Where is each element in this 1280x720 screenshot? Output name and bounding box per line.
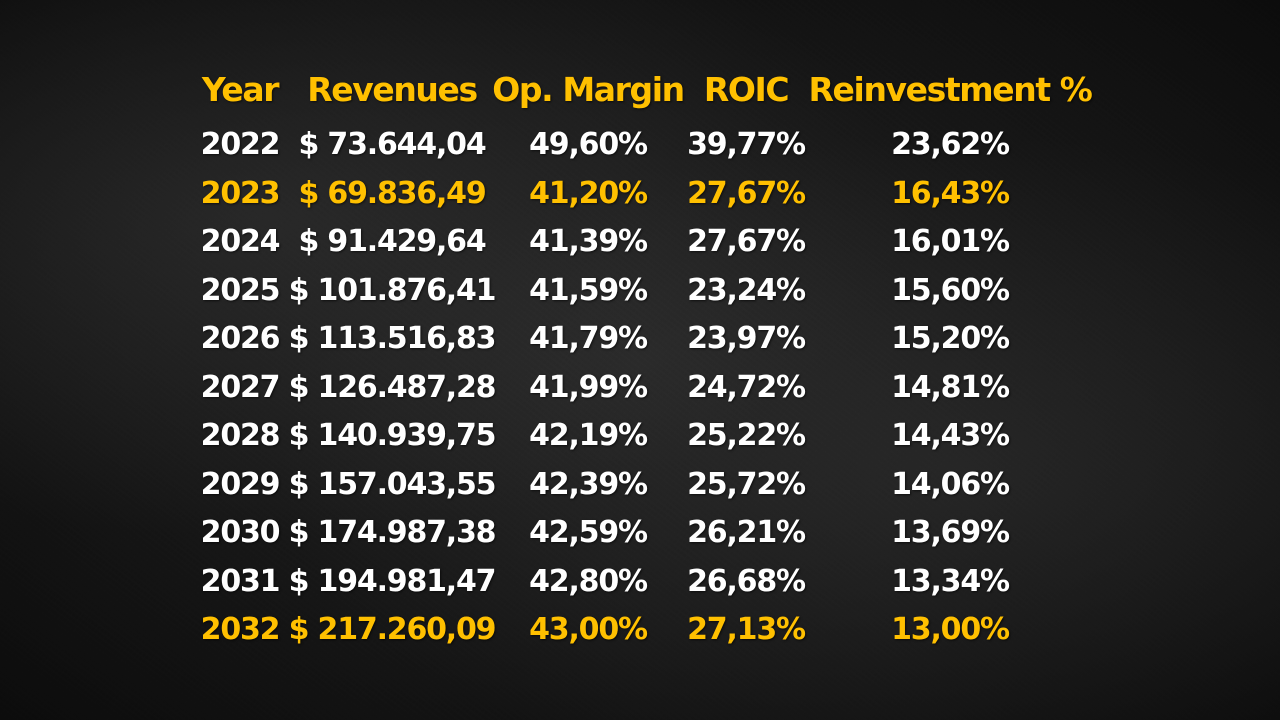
cell-year-2032: 2032 (200, 612, 281, 647)
cell-roic-2024: 27,67% (687, 224, 806, 259)
cell-op-margin-2022: 49,60% (529, 127, 648, 162)
cell-op-margin-2024: 41,39% (529, 224, 648, 259)
cell-op-margin-2031: 42,80% (529, 564, 648, 599)
cell-roic-2029: 25,72% (687, 467, 806, 502)
cell-reinvestment-2022: 23,62% (891, 127, 1010, 162)
cell-roic-2030: 26,21% (687, 515, 806, 550)
cell-op-margin-2026: 41,79% (529, 321, 648, 356)
cell-reinvestment-2032: 13,00% (891, 612, 1010, 647)
cell-year-2023: 2023 (200, 176, 281, 211)
header-op-margin: Op. Margin (492, 70, 685, 109)
cell-op-margin-2028: 42,19% (529, 418, 648, 453)
header-roic: ROIC (703, 70, 790, 109)
cell-reinvestment-2023: 16,43% (891, 176, 1010, 211)
cell-roic-2031: 26,68% (687, 564, 806, 599)
cell-op-margin-2030: 42,59% (529, 515, 648, 550)
cell-reinvestment-2027: 14,81% (891, 370, 1010, 405)
cell-revenues-2031: $ 194.981,47 (288, 564, 497, 599)
cell-roic-2025: 23,24% (687, 273, 806, 308)
cell-roic-2028: 25,22% (687, 418, 806, 453)
cell-reinvestment-2028: 14,43% (891, 418, 1010, 453)
cell-op-margin-2029: 42,39% (529, 467, 648, 502)
cell-year-2025: 2025 (200, 273, 281, 308)
cell-op-margin-2023: 41,20% (529, 176, 648, 211)
cell-reinvestment-2025: 15,60% (891, 273, 1010, 308)
header-revenues: Revenues (307, 70, 478, 109)
cell-revenues-2024: $ 91.429,64 (298, 224, 486, 259)
cell-roic-2027: 24,72% (687, 370, 806, 405)
cell-reinvestment-2026: 15,20% (891, 321, 1010, 356)
cell-year-2031: 2031 (200, 564, 281, 599)
header-year: Year (201, 70, 280, 109)
cell-op-margin-2025: 41,59% (529, 273, 648, 308)
cell-revenues-2032: $ 217.260,09 (288, 612, 497, 647)
cell-roic-2032: 27,13% (687, 612, 806, 647)
cell-revenues-2026: $ 113.516,83 (288, 321, 497, 356)
cell-reinvestment-2024: 16,01% (891, 224, 1010, 259)
cell-reinvestment-2029: 14,06% (891, 467, 1010, 502)
cell-op-margin-2032: 43,00% (529, 612, 648, 647)
cell-revenues-2029: $ 157.043,55 (288, 467, 497, 502)
cell-op-margin-2027: 41,99% (529, 370, 648, 405)
cell-revenues-2023: $ 69.836,49 (298, 176, 486, 211)
cell-revenues-2030: $ 174.987,38 (288, 515, 497, 550)
cell-revenues-2027: $ 126.487,28 (288, 370, 497, 405)
cell-reinvestment-2030: 13,69% (891, 515, 1010, 550)
cell-roic-2023: 27,67% (687, 176, 806, 211)
cell-year-2027: 2027 (200, 370, 281, 405)
cell-year-2029: 2029 (200, 467, 281, 502)
header-reinvestment: Reinvestment % (808, 70, 1093, 109)
cell-year-2028: 2028 (200, 418, 281, 453)
cell-roic-2026: 23,97% (687, 321, 806, 356)
cell-year-2026: 2026 (200, 321, 281, 356)
cell-year-2022: 2022 (200, 127, 281, 162)
cell-year-2030: 2030 (200, 515, 281, 550)
cell-revenues-2025: $ 101.876,41 (288, 273, 497, 308)
cell-year-2024: 2024 (200, 224, 281, 259)
cell-revenues-2028: $ 140.939,75 (288, 418, 497, 453)
cell-reinvestment-2031: 13,34% (891, 564, 1010, 599)
cell-revenues-2022: $ 73.644,04 (298, 127, 486, 162)
cell-roic-2022: 39,77% (687, 127, 806, 162)
